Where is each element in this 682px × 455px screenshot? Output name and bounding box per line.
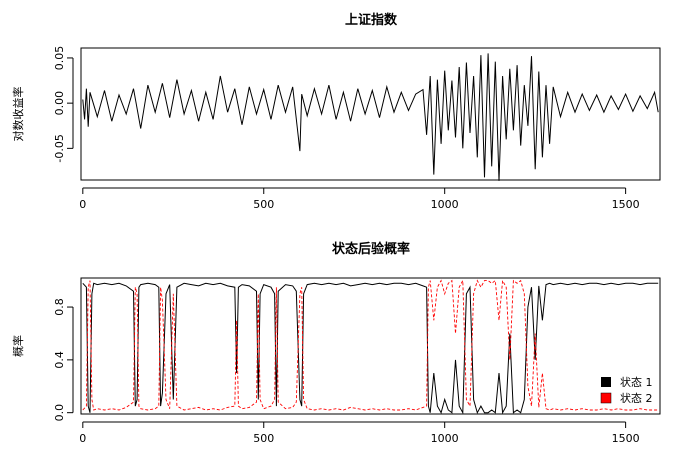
legend-label-state-1: 状态 1 <box>620 375 653 389</box>
series-line-1 <box>82 53 659 181</box>
series-line-1 <box>82 282 659 415</box>
x-tick-label: 1500 <box>612 432 640 445</box>
x-tick-label: 1000 <box>431 432 459 445</box>
y-tick-label: 0.8 <box>53 298 66 316</box>
series-line-2 <box>82 278 659 411</box>
legend-swatch-state-1 <box>601 377 611 387</box>
x-tick-label: 500 <box>253 432 274 445</box>
y-axis: -0.05 0.00 0.05 <box>53 46 74 163</box>
legend-swatch-state-2 <box>600 392 612 404</box>
y-axis-label: 概率 <box>11 335 25 357</box>
y-axis-label: 对数收益率 <box>11 87 25 142</box>
chart-panel-returns: 上证指数 对数收益率 0 500 1000 1500 -0.05 0.00 0.05 <box>11 12 661 211</box>
x-tick-label: 500 <box>253 198 274 211</box>
y-tick-label: 0.4 <box>53 351 66 369</box>
x-axis: 0 500 1000 1500 <box>79 421 640 445</box>
x-tick-label: 0 <box>79 198 86 211</box>
x-tick-label: 1500 <box>612 198 640 211</box>
series-layer <box>82 53 659 181</box>
x-tick-label: 1000 <box>431 198 459 211</box>
chart-title: 状态后验概率 <box>332 241 410 257</box>
plot-frame <box>80 277 661 415</box>
y-tick-label: -0.05 <box>53 134 66 162</box>
x-tick-label: 0 <box>79 432 86 445</box>
y-tick-label: 0.0 <box>53 404 66 422</box>
y-axis: 0.0 0.4 0.8 <box>53 298 74 422</box>
legend: 状态 1 状态 2 <box>600 375 653 405</box>
legend-label-state-2: 状态 2 <box>620 391 653 405</box>
y-tick-label: 0.00 <box>53 91 66 116</box>
x-axis: 0 500 1000 1500 <box>79 187 640 211</box>
chart-title: 上证指数 <box>345 12 398 28</box>
plot-frame <box>80 47 661 181</box>
y-tick-label: 0.05 <box>53 46 66 71</box>
chart-panel-posterior: 状态后验概率 概率 0 500 1000 1500 0.0 0.4 0.8 状态 1 状态… <box>11 241 661 445</box>
series-layer <box>82 278 659 415</box>
